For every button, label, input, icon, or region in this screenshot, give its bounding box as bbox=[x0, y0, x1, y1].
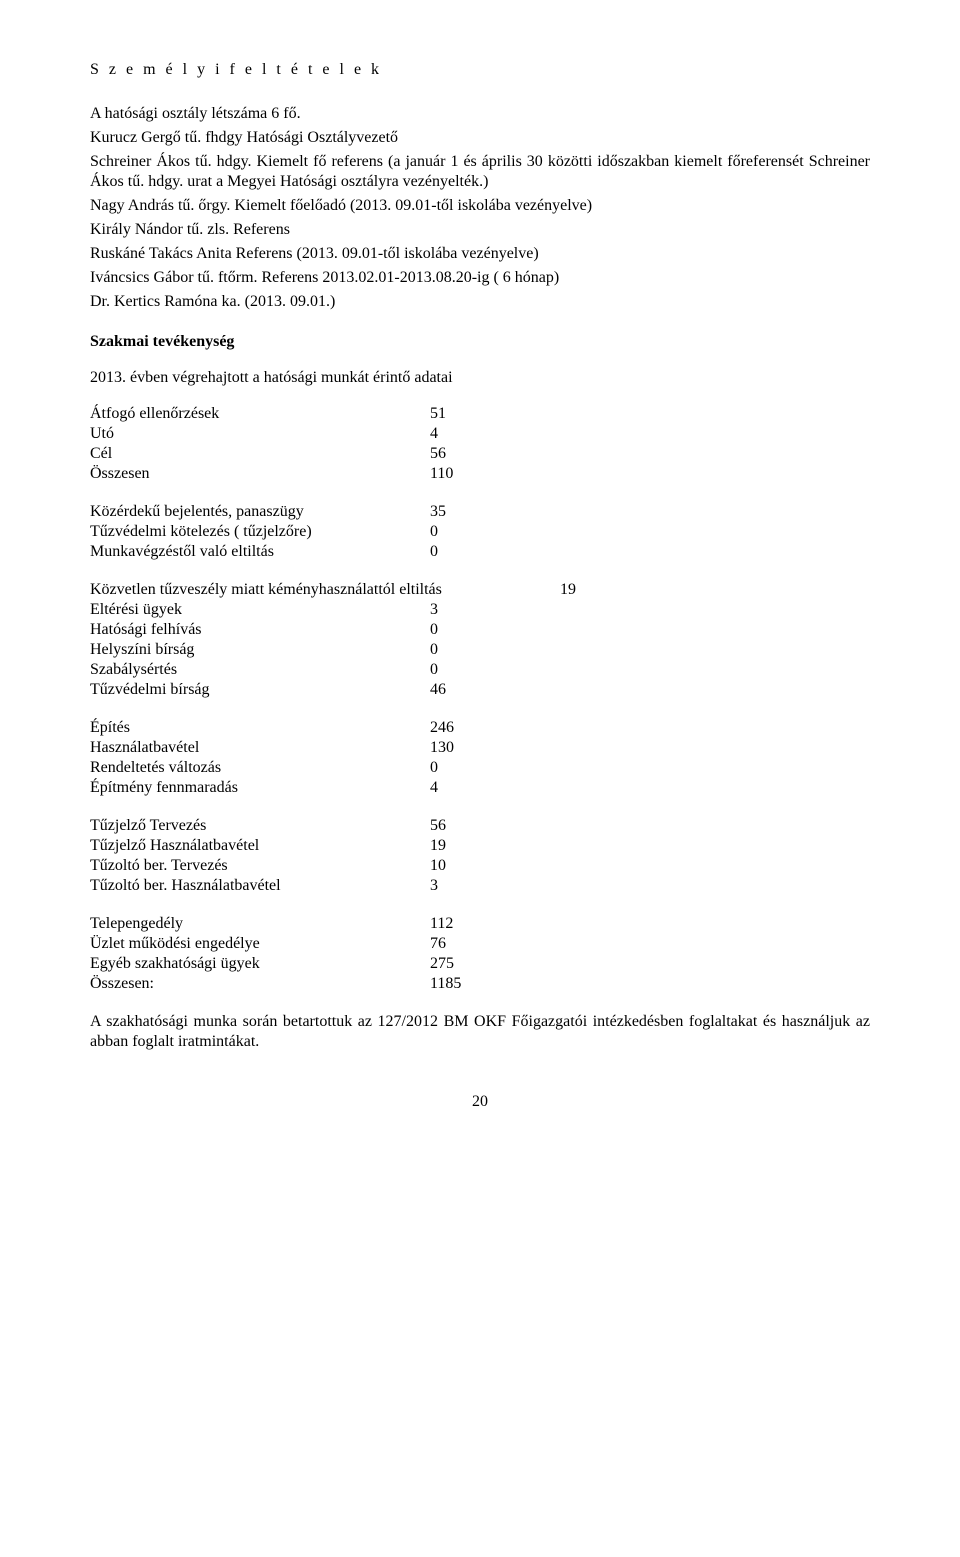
data-row: Összesen110 bbox=[90, 464, 870, 484]
data-row: Rendeltetés változás0 bbox=[90, 758, 870, 778]
row-value: 3 bbox=[430, 876, 438, 896]
group-bejelentes: Közérdekű bejelentés, panaszügy35 Tűzvéd… bbox=[90, 502, 870, 562]
row-value: 0 bbox=[430, 660, 438, 680]
data-row: Tűzjelző Tervezés56 bbox=[90, 816, 870, 836]
intro-block: A hatósági osztály létszáma 6 fő. Kurucz… bbox=[90, 104, 870, 312]
data-row: Összesen:1185 bbox=[90, 974, 870, 994]
row-value: 35 bbox=[430, 502, 446, 522]
group-epites: Építés246 Használatbavétel130 Rendelteté… bbox=[90, 718, 870, 798]
data-row: Szabálysértés0 bbox=[90, 660, 870, 680]
row-label: Hatósági felhívás bbox=[90, 620, 430, 640]
row-label: Tűzvédelmi bírság bbox=[90, 680, 430, 700]
group-engedely: Telepengedély112 Üzlet működési engedély… bbox=[90, 914, 870, 994]
row-label: Tűzoltó ber. Használatbavétel bbox=[90, 876, 430, 896]
data-row: Üzlet működési engedélye76 bbox=[90, 934, 870, 954]
data-row: Építés246 bbox=[90, 718, 870, 738]
data-row: Cél56 bbox=[90, 444, 870, 464]
row-label: Rendeltetés változás bbox=[90, 758, 430, 778]
intro-line: Iváncsics Gábor tű. ftőrm. Referens 2013… bbox=[90, 268, 870, 288]
data-row: Tűzoltó ber. Használatbavétel3 bbox=[90, 876, 870, 896]
footer-paragraph: A szakhatósági munka során betartottuk a… bbox=[90, 1012, 870, 1052]
row-label: Átfogó ellenőrzések bbox=[90, 404, 430, 424]
data-row: Utó4 bbox=[90, 424, 870, 444]
intro-line: Ruskáné Takács Anita Referens (2013. 09.… bbox=[90, 244, 870, 264]
row-value: 0 bbox=[430, 640, 438, 660]
intro-line: Schreiner Ákos tű. hdgy. Kiemelt fő refe… bbox=[90, 152, 870, 192]
data-row: Tűzoltó ber. Tervezés10 bbox=[90, 856, 870, 876]
row-value: 130 bbox=[430, 738, 454, 758]
row-value: 4 bbox=[430, 424, 438, 444]
row-label: Összesen bbox=[90, 464, 430, 484]
row-label: Összesen: bbox=[90, 974, 430, 994]
row-label: Munkavégzéstől való eltiltás bbox=[90, 542, 430, 562]
data-row: Közérdekű bejelentés, panaszügy35 bbox=[90, 502, 870, 522]
row-value: 4 bbox=[430, 778, 438, 798]
row-label: Szabálysértés bbox=[90, 660, 430, 680]
data-row: Tűzvédelmi bírság46 bbox=[90, 680, 870, 700]
row-value: 0 bbox=[430, 620, 438, 640]
row-label: Építés bbox=[90, 718, 430, 738]
row-value: 76 bbox=[430, 934, 446, 954]
group-tuzjelzo: Tűzjelző Tervezés56 Tűzjelző Használatba… bbox=[90, 816, 870, 896]
row-label: Tűzjelző Használatbavétel bbox=[90, 836, 430, 856]
row-label: Közérdekű bejelentés, panaszügy bbox=[90, 502, 430, 522]
row-label: Telepengedély bbox=[90, 914, 430, 934]
row-label: Helyszíni bírság bbox=[90, 640, 430, 660]
row-value: 10 bbox=[430, 856, 446, 876]
data-row: Átfogó ellenőrzések51 bbox=[90, 404, 870, 424]
section-title: S z e m é l y i f e l t é t e l e k bbox=[90, 60, 870, 80]
group-kemeny: Közvetlen tűzveszély miatt kéményhasznál… bbox=[90, 580, 870, 700]
row-value: 0 bbox=[430, 542, 438, 562]
row-label: Eltérési ügyek bbox=[90, 600, 430, 620]
row-value: 56 bbox=[430, 444, 446, 464]
row-label: Építmény fennmaradás bbox=[90, 778, 430, 798]
row-value: 51 bbox=[430, 404, 446, 424]
row-label: Utó bbox=[90, 424, 430, 444]
row-value: 3 bbox=[430, 600, 438, 620]
data-row: Egyéb szakhatósági ügyek275 bbox=[90, 954, 870, 974]
row-value: 110 bbox=[430, 464, 453, 484]
group-ellenorzesek: Átfogó ellenőrzések51 Utó4 Cél56 Összese… bbox=[90, 404, 870, 484]
row-label: Közvetlen tűzveszély miatt kéményhasznál… bbox=[90, 580, 560, 600]
intro-2013: 2013. évben végrehajtott a hatósági munk… bbox=[90, 368, 870, 388]
data-row: Munkavégzéstől való eltiltás0 bbox=[90, 542, 870, 562]
data-row: Építmény fennmaradás4 bbox=[90, 778, 870, 798]
data-row: Eltérési ügyek3 bbox=[90, 600, 870, 620]
row-value: 1185 bbox=[430, 974, 461, 994]
data-row: Tűzjelző Használatbavétel19 bbox=[90, 836, 870, 856]
row-value: 56 bbox=[430, 816, 446, 836]
intro-line: Kurucz Gergő tű. fhdgy Hatósági Osztályv… bbox=[90, 128, 870, 148]
row-value: 0 bbox=[430, 522, 438, 542]
row-value: 0 bbox=[430, 758, 438, 778]
row-label: Egyéb szakhatósági ügyek bbox=[90, 954, 430, 974]
data-row: Tűzvédelmi kötelezés ( tűzjelzőre)0 bbox=[90, 522, 870, 542]
intro-line: Dr. Kertics Ramóna ka. (2013. 09.01.) bbox=[90, 292, 870, 312]
data-row: Telepengedély112 bbox=[90, 914, 870, 934]
row-label: Tűzvédelmi kötelezés ( tűzjelzőre) bbox=[90, 522, 430, 542]
row-value: 112 bbox=[430, 914, 453, 934]
subhead-szakmai: Szakmai tevékenység bbox=[90, 332, 870, 352]
row-label: Tűzjelző Tervezés bbox=[90, 816, 430, 836]
intro-line: A hatósági osztály létszáma 6 fő. bbox=[90, 104, 870, 124]
data-row: Helyszíni bírság0 bbox=[90, 640, 870, 660]
row-value: 46 bbox=[430, 680, 446, 700]
data-row: Hatósági felhívás0 bbox=[90, 620, 870, 640]
row-value: 246 bbox=[430, 718, 454, 738]
row-label: Használatbavétel bbox=[90, 738, 430, 758]
row-label: Tűzoltó ber. Tervezés bbox=[90, 856, 430, 876]
intro-line: Nagy András tű. őrgy. Kiemelt főelőadó (… bbox=[90, 196, 870, 216]
page-number: 20 bbox=[90, 1092, 870, 1112]
row-value: 275 bbox=[430, 954, 454, 974]
row-value: 19 bbox=[560, 580, 576, 600]
row-label: Cél bbox=[90, 444, 430, 464]
data-row: Használatbavétel130 bbox=[90, 738, 870, 758]
data-row-inline: Közvetlen tűzveszély miatt kéményhasznál… bbox=[90, 580, 870, 600]
row-label: Üzlet működési engedélye bbox=[90, 934, 430, 954]
row-value: 19 bbox=[430, 836, 446, 856]
intro-line: Király Nándor tű. zls. Referens bbox=[90, 220, 870, 240]
